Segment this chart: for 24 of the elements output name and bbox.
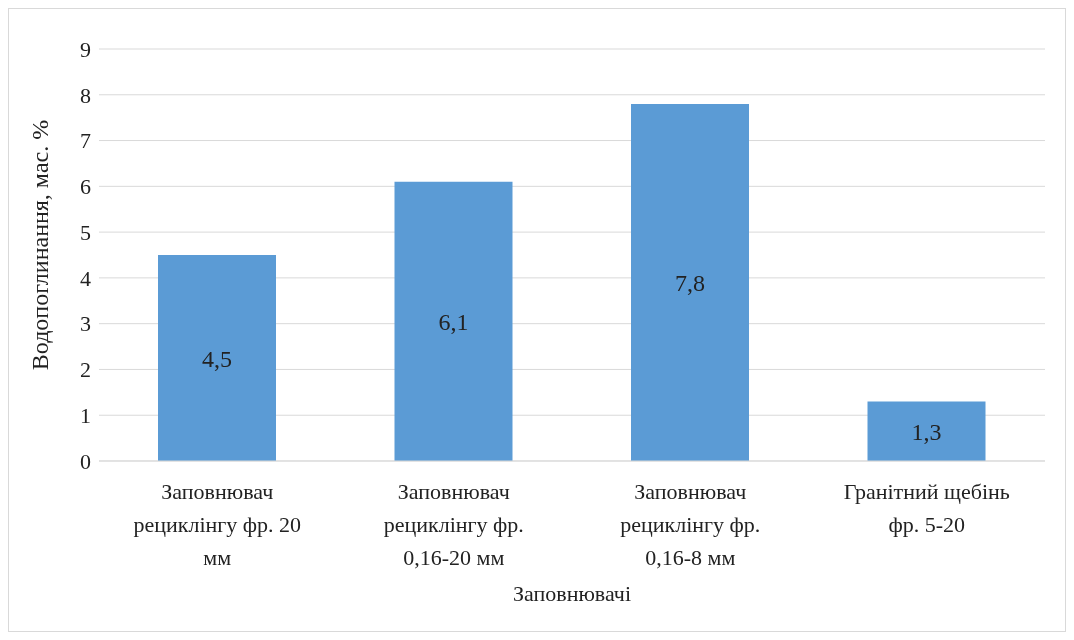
bar xyxy=(158,255,276,461)
bar xyxy=(631,103,749,461)
x-tick-label: Гранітний щебінь фр. 5-20 xyxy=(843,479,1010,537)
y-tick-label: 8 xyxy=(80,82,91,108)
data-label: 1,3 xyxy=(911,418,942,445)
x-tick-label: Заповнювач рециклінгу фр. 20 мм xyxy=(133,479,302,570)
data-label: 6,1 xyxy=(438,308,469,335)
bar xyxy=(867,401,986,461)
data-label: 7,8 xyxy=(675,269,705,296)
y-tick-label: 3 xyxy=(80,311,91,337)
y-tick-label: 9 xyxy=(80,36,91,62)
y-tick-label: 4 xyxy=(80,265,91,291)
y-axis-title: Водопоглинання, мас. % xyxy=(26,119,53,371)
x-tick-label: Заповнювач рециклінгу фр. 0,16-8 мм xyxy=(620,479,761,570)
y-tick-label: 5 xyxy=(80,219,91,245)
x-axis-title: Заповнювачі xyxy=(512,581,632,606)
y-tick-label: 0 xyxy=(80,448,91,474)
data-label: 4,5 xyxy=(202,345,232,372)
y-tick-label: 7 xyxy=(80,128,91,154)
bar xyxy=(394,181,513,461)
y-tick-label: 2 xyxy=(80,357,91,383)
y-tick-label: 6 xyxy=(80,174,91,200)
y-tick-label: 1 xyxy=(80,403,91,429)
x-tick-label: Заповнювач рециклінгу фр. 0,16-20 мм xyxy=(383,479,524,570)
